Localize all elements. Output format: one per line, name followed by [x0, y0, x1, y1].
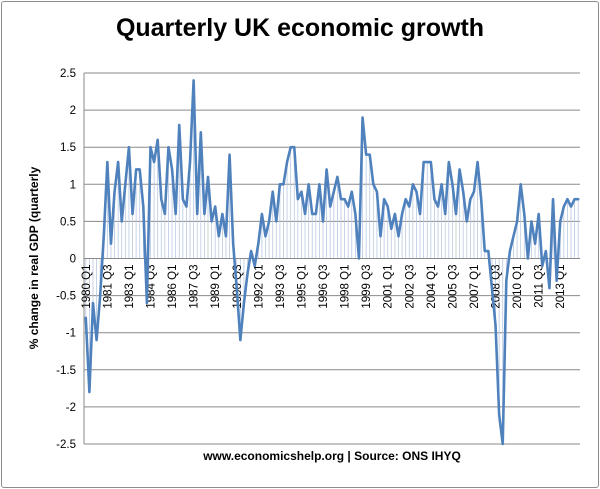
- y-tick-label: 2.5: [60, 68, 76, 80]
- y-tick-label: 2: [70, 105, 76, 117]
- y-tick-label: 0: [70, 254, 76, 266]
- y-tick-label: 1: [70, 179, 76, 191]
- y-tick-label: -1.5: [56, 365, 76, 377]
- x-tick-label: 2007 Q1: [469, 265, 481, 309]
- y-tick-labels: 2.5 2 1.5 1 0.5 0 -0.5 -1 -1.5 -2 -2.5: [56, 68, 76, 451]
- x-tick-label: 1999 Q3: [361, 265, 373, 309]
- x-tick-label: 1995 Q1: [296, 265, 308, 309]
- x-tick-label: 1992 Q1: [253, 265, 265, 309]
- x-tick-label: 1998 Q1: [340, 265, 352, 309]
- axes: [83, 73, 580, 444]
- y-tick-label: -2.5: [56, 439, 76, 451]
- x-tick-label: 1996 Q3: [318, 265, 330, 309]
- x-tick-label: 2004 Q1: [426, 265, 438, 309]
- x-axis-label: www.economicshelp.org | Source: ONS IHYQ: [203, 449, 461, 463]
- x-tick-label: 1993 Q3: [275, 265, 287, 309]
- chart-title: Quarterly UK economic growth: [115, 14, 485, 42]
- series-layer: [84, 79, 580, 446]
- x-tick-label: 1981 Q3: [102, 265, 114, 309]
- x-tick-label: 1987 Q3: [189, 265, 201, 309]
- x-tick-label: 1986 Q1: [167, 265, 179, 309]
- x-tick-label: 2011 Q3: [534, 265, 546, 308]
- x-tick-label: 2002 Q3: [404, 265, 416, 309]
- series-line: [84, 79, 580, 446]
- x-tick-label: 2001 Q1: [383, 265, 395, 309]
- x-tick-label: 1980 Q1: [81, 265, 93, 309]
- y-tick-label: 1.5: [60, 142, 76, 154]
- y-tick-label: -1: [66, 328, 76, 340]
- x-tick-label: 1989 Q1: [210, 265, 222, 309]
- x-tick-label: 2005 Q3: [447, 265, 459, 309]
- y-tick-label: 0.5: [60, 216, 76, 228]
- x-tick-label: 1983 Q1: [124, 265, 136, 309]
- x-tick-labels: 1980 Q1 1981 Q3 1983 Q1 1984 Q3 1986 Q1 1987 …: [81, 265, 567, 309]
- x-tick-label: 2010 Q1: [512, 265, 524, 309]
- y-tick-label: -2: [66, 402, 76, 414]
- y-tick-label: -0.5: [56, 291, 76, 303]
